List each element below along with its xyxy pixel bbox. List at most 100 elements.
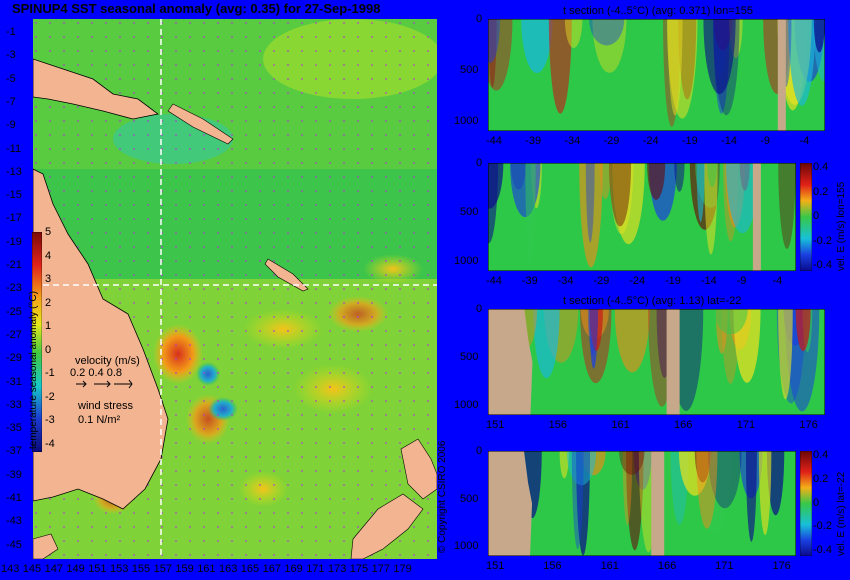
velocity-colorbar-tick: 0 — [813, 496, 820, 509]
depth-tick-label: 0 — [476, 303, 483, 315]
lon-tick-label: 175 — [349, 563, 369, 575]
lon-tick-label: 159 — [175, 563, 194, 575]
lon-tick-label: 147 — [44, 563, 63, 575]
velocity-colorbar-tick: 0.4 — [813, 161, 829, 173]
lat-tick-label: -45 — [6, 538, 22, 551]
x-tick-label: -29 — [593, 275, 610, 287]
depth-tick-label: 500 — [460, 351, 479, 363]
lat-tick-label: -33 — [6, 398, 22, 411]
x-tick-label: -14 — [700, 275, 717, 287]
depth-tick-label: 0 — [476, 13, 483, 25]
velocity-colorbar — [800, 163, 812, 271]
velocity-arrows — [76, 379, 133, 389]
lon-tick-label: 149 — [66, 563, 85, 575]
lat-tick-label: -35 — [6, 422, 22, 435]
x-tick-label: 161 — [600, 560, 619, 572]
depth-tick-label: 1000 — [454, 115, 479, 127]
velocity-colorbar-tick: -0.2 — [813, 520, 832, 533]
colorbar-tick-label: 5 — [45, 226, 52, 238]
colorbar-tick-label: -4 — [45, 437, 55, 450]
velocity-colorbar-tick: -0.4 — [813, 544, 832, 556]
colorbar-tick-label: -3 — [45, 414, 55, 426]
velocity-colorbar-tick: 0 — [813, 210, 820, 222]
main-colorbar — [32, 232, 42, 452]
lat-tick-label: -31 — [6, 375, 22, 388]
depth-tick-label: 1000 — [454, 399, 479, 411]
new-caledonia — [264, 258, 309, 292]
lat-tick-label: -27 — [6, 328, 22, 341]
velocity-colorbar-label: vel. E (m/s) lon=155 — [836, 181, 847, 271]
lat-tick-label: -39 — [6, 468, 22, 481]
velocity-colorbar-tick: 0.2 — [813, 472, 829, 485]
x-tick-label: -24 — [629, 275, 646, 287]
main-map — [33, 19, 437, 559]
lat-tick-label: -7 — [6, 95, 16, 108]
velocity-colorbar-tick: 0.4 — [813, 449, 829, 461]
x-tick-label: -29 — [603, 135, 620, 147]
lon-tick-label: 145 — [22, 563, 42, 575]
australia-landmass — [33, 168, 169, 510]
lat-tick-label: -1 — [6, 26, 16, 38]
section-title: t section (-4..5°C) (avg: 1.13) lat=-22 — [563, 295, 742, 307]
lon-tick-label: 155 — [131, 563, 151, 575]
velocity-colorbar — [800, 451, 812, 556]
lon-tick-label: 165 — [240, 563, 260, 575]
lon-tick-label: 151 — [88, 563, 107, 575]
lat-tick-label: -41 — [6, 492, 22, 504]
copyright-text: © Copyright CSIRO 2006 — [437, 440, 448, 553]
x-tick-label: 151 — [486, 560, 505, 572]
lon-tick-label: 163 — [219, 563, 238, 575]
lon-tick-label: 157 — [153, 563, 172, 575]
section-plot-4 — [488, 451, 796, 556]
x-tick-label: 161 — [611, 419, 630, 431]
lat-tick-label: -13 — [6, 165, 22, 178]
x-tick-label: -14 — [721, 135, 737, 147]
png-landmass — [33, 58, 159, 120]
section-plot-2 — [488, 163, 796, 271]
lon-tick-label: 171 — [306, 563, 325, 575]
x-tick-label: -44 — [486, 135, 502, 147]
lat-tick-label: -5 — [6, 72, 16, 85]
x-tick-label: -4 — [799, 135, 810, 147]
new-zealand-north — [400, 438, 437, 500]
x-tick-label: 171 — [715, 560, 734, 572]
x-tick-label: 166 — [674, 419, 693, 431]
x-tick-label: 151 — [486, 419, 505, 431]
lon-tick-label: 153 — [110, 563, 129, 575]
depth-tick-label: 500 — [460, 64, 479, 76]
colorbar-tick-label: 0 — [45, 343, 52, 356]
colorbar-tick-label: -2 — [45, 390, 55, 403]
main-title: SPINUP4 SST seasonal anomaly (avg: 0.35)… — [12, 1, 381, 16]
x-tick-label: -19 — [665, 275, 681, 287]
lat-tick-label: -23 — [6, 282, 22, 295]
x-tick-label: 156 — [543, 560, 562, 572]
depth-tick-label: 0 — [476, 445, 483, 457]
colorbar-tick-label: 3 — [45, 273, 52, 285]
velocity-legend-values: 0.2 0.4 0.8 — [70, 367, 122, 379]
main-colorbar-label: temperature seasonal anomaly (°C) — [28, 291, 39, 449]
lon-tick-label: 179 — [393, 563, 412, 575]
x-tick-label: -44 — [486, 275, 502, 287]
lon-tick-label: 173 — [328, 563, 347, 575]
velocity-colorbar-label: vel. E (m/s) lat=-22 — [836, 471, 847, 556]
lat-tick-label: -15 — [6, 189, 22, 202]
lat-tick-label: -19 — [6, 235, 22, 248]
lat-tick-label: -43 — [6, 515, 22, 528]
depth-tick-label: 500 — [460, 206, 479, 218]
velocity-colorbar-tick: -0.4 — [813, 259, 832, 271]
colorbar-tick-label: 2 — [45, 296, 52, 309]
x-tick-label: -39 — [521, 275, 538, 287]
new-zealand-south — [350, 493, 424, 559]
x-tick-label: 171 — [736, 419, 756, 431]
lon-tick-label: 161 — [197, 563, 216, 575]
lon-tick-label: 169 — [284, 563, 303, 575]
x-tick-label: 176 — [799, 419, 818, 431]
lat-tick-label: -17 — [6, 212, 22, 225]
lon-tick-label: 177 — [371, 563, 390, 575]
x-tick-label: -9 — [736, 275, 747, 287]
lat-tick-label: -9 — [6, 119, 16, 132]
x-tick-label: 176 — [772, 560, 791, 572]
x-tick-label: -19 — [681, 135, 698, 147]
x-tick-label: -4 — [772, 275, 783, 287]
depth-tick-label: 500 — [460, 492, 479, 505]
